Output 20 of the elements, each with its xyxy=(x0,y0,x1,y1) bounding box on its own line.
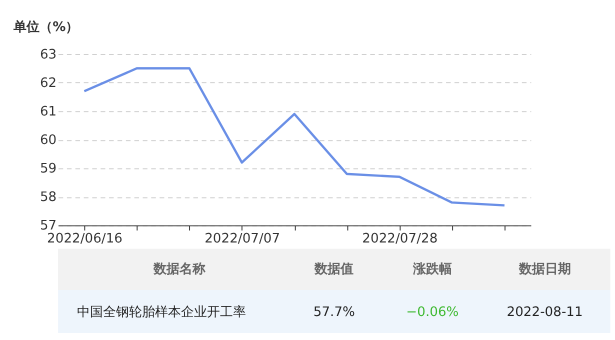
y-tick-label: 59 xyxy=(40,161,57,176)
x-tick-label: 2022/07/28 xyxy=(362,232,438,247)
text: 数据名称 xyxy=(152,262,207,278)
text: 数据日期 xyxy=(518,262,571,278)
line-series xyxy=(83,67,506,207)
y-tick-label: 63 xyxy=(40,47,57,62)
y-axis-title: 单位（%） xyxy=(12,19,79,36)
text: 数据值 xyxy=(314,262,354,278)
text: −0.06% xyxy=(406,305,459,320)
text: 涨跌幅 xyxy=(412,262,452,278)
y-tick-label: 57 xyxy=(40,218,57,234)
text: 中国全钢轮胎样本企业开工率 xyxy=(76,304,246,320)
x-tick-label: 2022/07/07 xyxy=(204,232,280,247)
x-tick-label: 2022/06/16 xyxy=(47,232,122,247)
y-tick-label: 60 xyxy=(40,132,57,148)
y-tick-label: 62 xyxy=(40,76,57,91)
y-tick-label: 58 xyxy=(40,190,57,206)
text: 2022-08-11 xyxy=(506,305,583,320)
text: 57.7% xyxy=(313,305,355,320)
y-tick-label: 61 xyxy=(40,104,57,120)
